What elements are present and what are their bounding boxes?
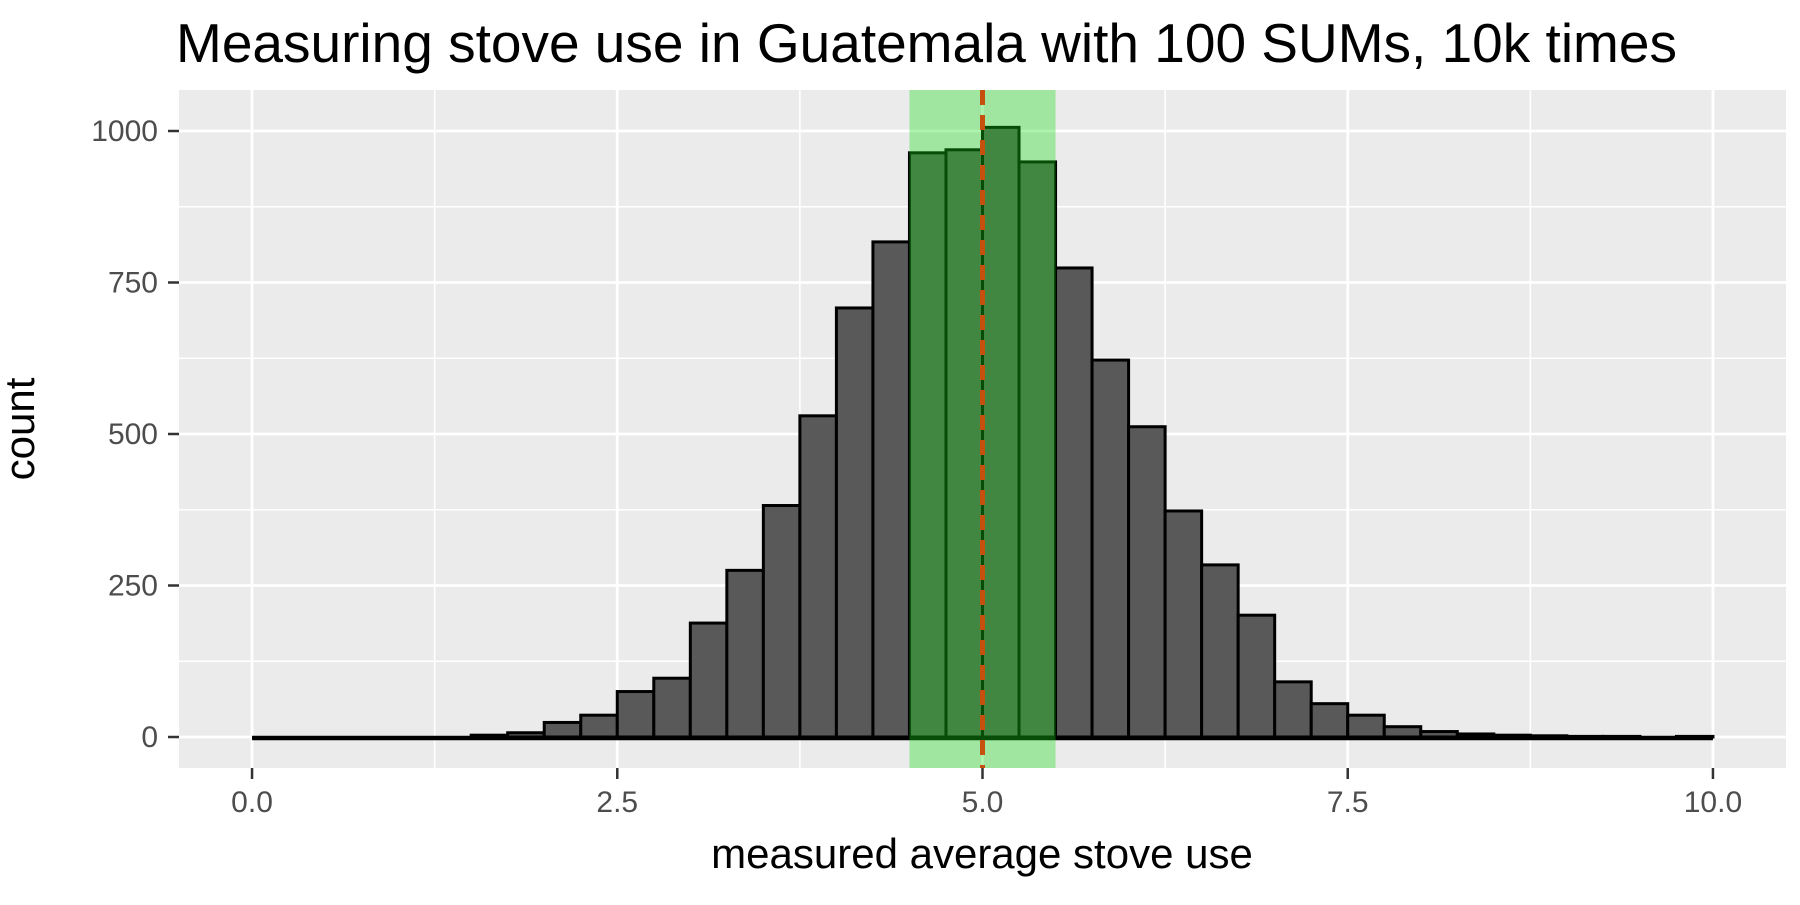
x-tick-labels: 0.0 2.5 5.0 7.5 10.0	[231, 786, 1742, 819]
y-tick-label: 750	[108, 267, 158, 300]
histogram-bar	[1054, 266, 1094, 739]
histogram-bar	[834, 306, 875, 739]
x-tick-label: 0.0	[231, 786, 273, 819]
histogram-bar	[1017, 160, 1058, 739]
histogram-bar	[725, 568, 765, 739]
histogram-bar	[688, 621, 729, 739]
histogram-bar	[944, 148, 985, 739]
histogram-bar	[615, 690, 656, 739]
histogram-bar	[1127, 425, 1167, 739]
x-tick-label: 10.0	[1684, 786, 1742, 819]
histogram-bar	[1090, 358, 1131, 739]
x-tick-label: 2.5	[596, 786, 638, 819]
histogram-bar	[542, 720, 583, 739]
histogram-bar	[1309, 702, 1350, 739]
y-tick-label: 0	[141, 721, 158, 754]
y-tick-label: 250	[108, 570, 158, 603]
histogram-bar	[1346, 713, 1386, 739]
y-tick-label: 1000	[91, 115, 158, 148]
histogram-bar	[907, 151, 948, 739]
x-axis-title: measured average stove use	[711, 830, 1253, 877]
histogram-bar	[652, 676, 692, 739]
axis-tick-marks	[168, 129, 1715, 779]
histogram-bars	[252, 125, 1715, 741]
histogram-bar	[761, 504, 802, 739]
y-tick-labels: 0 250 500 750 1000	[91, 115, 158, 754]
x-tick-label: 7.5	[1327, 786, 1369, 819]
histogram-bar	[1200, 563, 1240, 739]
y-tick-label: 500	[108, 418, 158, 451]
y-axis-title: count	[0, 377, 43, 480]
histogram-bar	[1273, 680, 1313, 739]
histogram-bar	[579, 713, 619, 739]
plot-title: Measuring stove use in Guatemala with 10…	[176, 12, 1677, 74]
x-tick-label: 5.0	[962, 786, 1004, 819]
histogram-bar	[798, 414, 838, 739]
histogram-bar	[871, 240, 911, 739]
histogram-bar	[1236, 613, 1277, 739]
histogram-bar	[1382, 725, 1423, 739]
histogram-bar	[1163, 509, 1204, 739]
